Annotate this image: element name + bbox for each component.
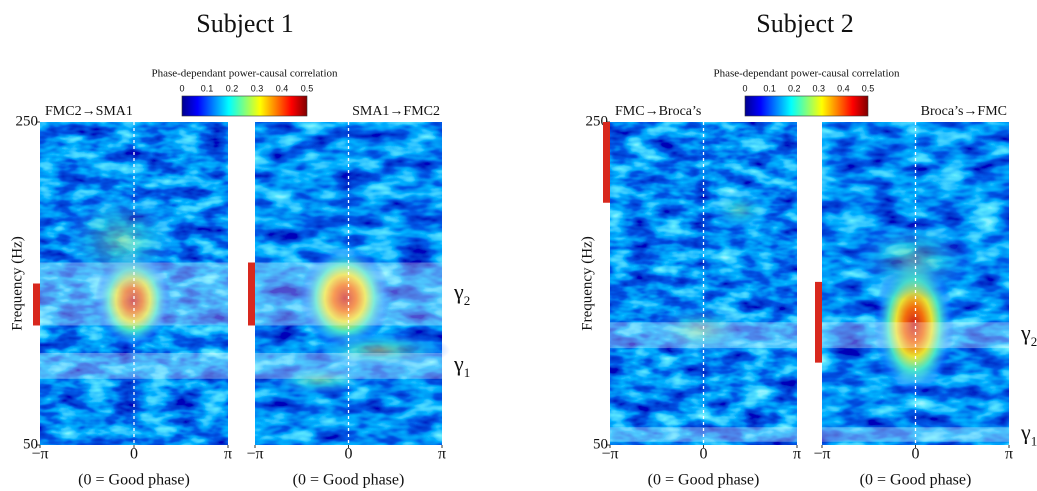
- x-tick-label: −π: [813, 446, 830, 463]
- subject-title: Subject 2: [756, 9, 854, 38]
- colorbar-tick-label: 0.2: [788, 83, 801, 93]
- band-label: γ2: [1020, 320, 1037, 349]
- colorbar: [744, 95, 869, 117]
- y-axis-label: Frequency (Hz): [579, 236, 595, 331]
- x-axis-label: (0 = Good phase): [78, 472, 190, 489]
- y-axis-label: Frequency (Hz): [9, 236, 25, 331]
- x-axis-label: (0 = Good phase): [860, 472, 972, 489]
- colorbar-tick-label: 0.1: [201, 83, 214, 93]
- heatmap-hotspot: [854, 220, 974, 300]
- x-tick-label: π: [224, 446, 232, 463]
- heatmap-hotspot: [300, 246, 390, 350]
- colorbar-tick-label: 0.5: [862, 83, 875, 93]
- subject-title: Subject 1: [196, 9, 294, 38]
- highlight-bar: [248, 262, 255, 326]
- x-tick-label: 0: [345, 446, 353, 463]
- band-symbol: γ: [453, 351, 464, 376]
- colorbar-tick-label: 0.2: [226, 83, 239, 93]
- highlight-bar: [603, 122, 610, 203]
- x-tick-label: 0: [130, 446, 138, 463]
- x-axis-label: (0 = Good phase): [648, 472, 760, 489]
- band-symbol: γ: [1020, 420, 1031, 445]
- heatmap: [610, 122, 797, 445]
- band-symbol: γ: [453, 279, 464, 304]
- heatmap-hotspot: [710, 190, 770, 230]
- colorbar-tick-label: 0.4: [837, 83, 850, 93]
- heatmap-hotspot: [310, 332, 450, 368]
- colorbar-tick-label: 0: [742, 83, 747, 93]
- y-tick-label: 250: [586, 113, 609, 129]
- heatmap-hotspot: [270, 365, 370, 395]
- panel-label: FMC2→SMA1: [45, 104, 133, 119]
- highlight-bar: [815, 281, 822, 363]
- colorbar-title: Phase-dependant power-causal correlation: [151, 68, 338, 80]
- band-subscript: 1: [1031, 433, 1037, 448]
- x-tick-label: π: [793, 446, 801, 463]
- colorbar-tick-label: 0: [179, 83, 184, 93]
- heatmap-hotspot: [650, 305, 750, 355]
- colorbar-tick-label: 0.4: [276, 83, 289, 93]
- colorbar-tick-label: 0.5: [301, 83, 314, 93]
- panel-label: Broca’s→FMC: [921, 104, 1007, 119]
- band-subscript: 1: [464, 365, 471, 380]
- x-axis-label: (0 = Good phase): [293, 472, 405, 489]
- heatmap-hotspot: [60, 190, 180, 290]
- panel-label: SMA1→FMC2: [352, 104, 440, 119]
- x-tick-label: π: [438, 446, 446, 463]
- colorbar: [181, 95, 308, 117]
- x-tick-label: −π: [31, 446, 48, 463]
- x-tick-label: π: [1005, 446, 1013, 463]
- colorbar-tick-label: 0.1: [763, 83, 776, 93]
- band-subscript: 2: [464, 293, 471, 308]
- band-label: γ2: [453, 279, 470, 308]
- y-tick-label: 250: [16, 113, 39, 129]
- y-tick-label: 50: [593, 436, 608, 452]
- highlight-bar: [33, 283, 40, 326]
- x-tick-label: −π: [601, 446, 618, 463]
- colorbar-tick-label: 0.3: [813, 83, 826, 93]
- y-tick-label: 50: [23, 436, 38, 452]
- x-tick-label: 0: [700, 446, 708, 463]
- colorbar-title: Phase-dependant power-causal correlation: [713, 68, 900, 80]
- band-label: γ1: [453, 351, 470, 380]
- x-tick-label: 0: [912, 446, 920, 463]
- panel-label: FMC→Broca’s: [615, 104, 701, 119]
- band-label: γ1: [1020, 420, 1037, 449]
- band-symbol: γ: [1020, 320, 1031, 345]
- colorbar-tick-label: 0.3: [251, 83, 264, 93]
- band-subscript: 2: [1031, 334, 1037, 349]
- x-tick-label: −π: [246, 446, 263, 463]
